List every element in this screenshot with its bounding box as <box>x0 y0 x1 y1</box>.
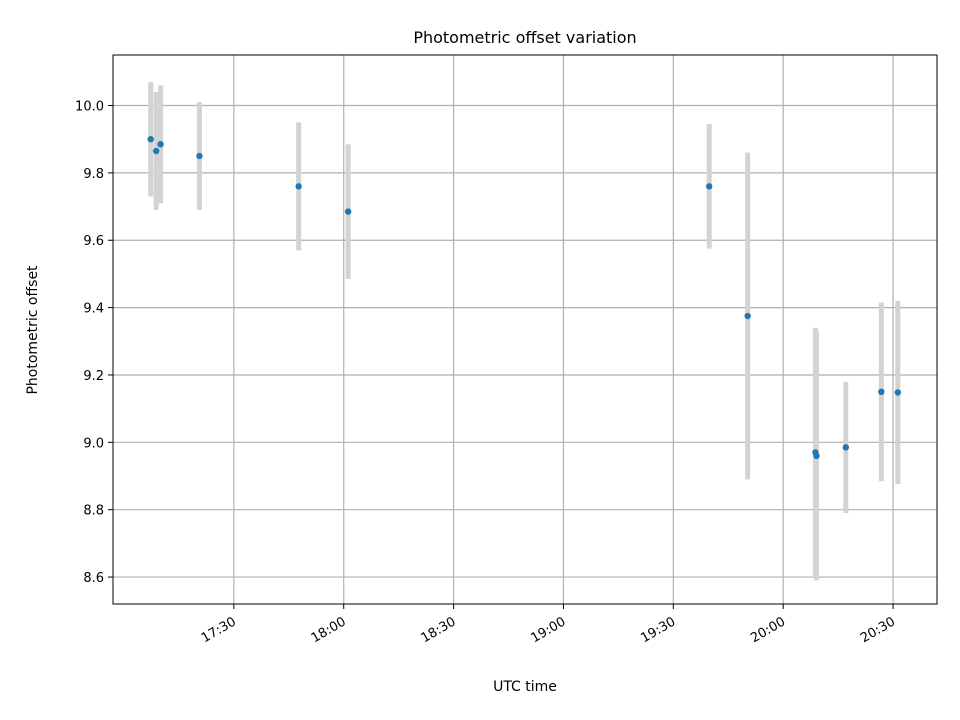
y-axis-label: Photometric offset <box>25 265 41 395</box>
data-point <box>153 147 160 155</box>
data-points <box>147 136 902 460</box>
data-point <box>706 183 713 190</box>
data-point <box>147 136 154 143</box>
chart-title: Photometric offset variation <box>413 28 636 47</box>
y-axis-ticks: 8.6 8.8 9.0 9.2 9.4 9.6 9.8 10.0 <box>75 100 113 586</box>
y-tick-label: 9.8 <box>83 167 104 182</box>
y-tick-label: 8.8 <box>83 504 104 519</box>
data-point <box>196 152 203 160</box>
data-point <box>157 141 164 148</box>
y-tick-label: 9.4 <box>83 302 104 317</box>
y-tick-label: 9.0 <box>83 436 104 451</box>
plot-frame <box>112 54 938 605</box>
grid <box>113 55 937 604</box>
data-point <box>894 389 902 396</box>
data-point <box>842 444 850 451</box>
y-tick-label: 9.2 <box>83 369 104 384</box>
y-tick-label: 8.6 <box>83 571 104 586</box>
data-point <box>813 452 820 460</box>
data-point <box>744 312 751 320</box>
y-tick-label: 10.0 <box>75 100 104 115</box>
data-point <box>295 183 302 190</box>
x-axis-label: UTC time <box>493 679 557 695</box>
data-point <box>344 208 352 215</box>
y-tick-label: 9.6 <box>83 234 104 249</box>
data-point <box>878 388 885 396</box>
